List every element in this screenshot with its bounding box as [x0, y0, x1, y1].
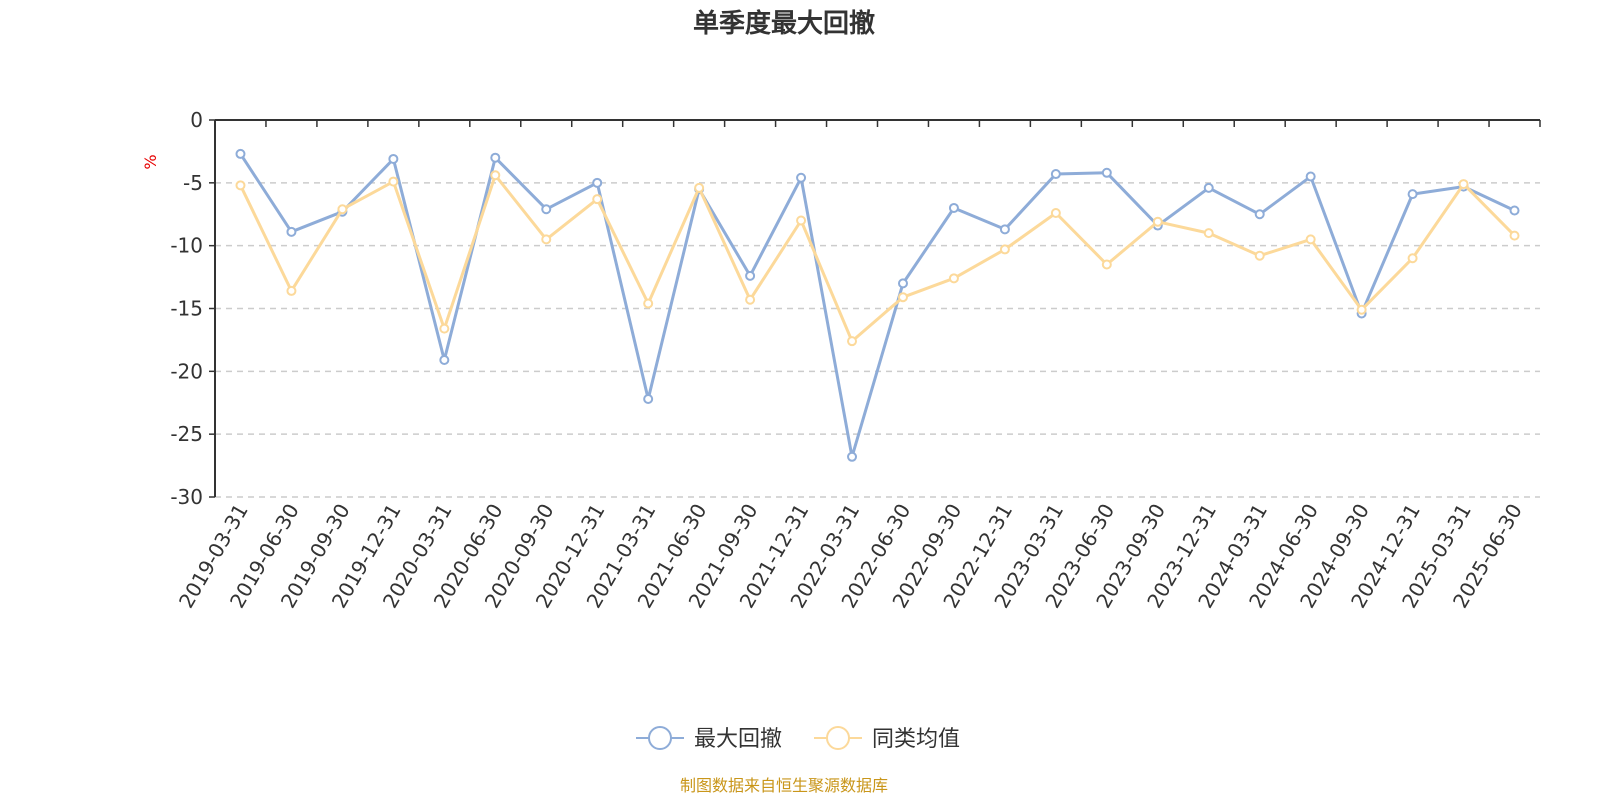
series-1: [235, 148, 1520, 462]
legend[interactable]: 最大回撤 同类均值: [636, 726, 960, 752]
data-point: [286, 226, 297, 237]
legend-marker: [826, 726, 850, 750]
legend-label: 最大回撤: [694, 727, 782, 752]
data-point: [897, 292, 908, 303]
y-tick-label: -5: [183, 171, 203, 195]
data-point: [1356, 304, 1367, 315]
data-point: [1203, 228, 1214, 239]
data-point: [1509, 205, 1520, 216]
data-point: [439, 323, 450, 334]
data-point: [948, 202, 959, 213]
legend-label: 同类均值: [872, 727, 960, 752]
y-axis-unit: %: [141, 154, 160, 169]
data-point: [847, 451, 858, 462]
data-point: [1458, 179, 1469, 190]
data-point: [796, 172, 807, 183]
data-point: [1050, 169, 1061, 180]
x-axis-ticks: 2019-03-312019-06-302019-09-302019-12-31…: [174, 120, 1541, 612]
data-point: [999, 224, 1010, 235]
y-axis-ticks: 0 -5 -10 -15 -20 -25 -30: [170, 108, 215, 509]
data-point: [1152, 216, 1163, 227]
legend-marker: [648, 726, 672, 750]
data-point: [643, 393, 654, 404]
data-point: [286, 285, 297, 296]
data-point: [541, 204, 552, 215]
data-point: [388, 153, 399, 164]
data-point: [388, 176, 399, 187]
y-tick-label: -15: [170, 297, 203, 321]
data-point: [999, 244, 1010, 255]
data-point: [337, 204, 348, 215]
data-point: [235, 148, 246, 159]
data-point: [490, 170, 501, 181]
data-point: [1254, 250, 1265, 261]
data-point: [1407, 253, 1418, 264]
series-lines: [235, 148, 1520, 462]
y-tick-label: -30: [170, 485, 203, 509]
data-point: [1050, 207, 1061, 218]
series-line: [239, 153, 1516, 459]
data-point: [948, 273, 959, 284]
series-line: [239, 173, 1516, 343]
y-tick-label: -10: [170, 234, 203, 258]
y-tick-label: -25: [170, 422, 203, 446]
data-point: [235, 180, 246, 191]
data-point: [897, 278, 908, 289]
legend-item-2[interactable]: 同类均值: [814, 726, 960, 752]
data-point: [847, 336, 858, 347]
data-point: [592, 177, 603, 188]
data-point: [541, 234, 552, 245]
data-point: [1254, 209, 1265, 220]
data-point: [745, 270, 756, 281]
data-point: [1305, 234, 1316, 245]
data-point: [643, 298, 654, 309]
data-point: [490, 152, 501, 163]
data-point: [796, 215, 807, 226]
series-2: [235, 170, 1520, 347]
legend-item-1[interactable]: 最大回撤: [636, 726, 782, 752]
data-point: [592, 194, 603, 205]
data-point: [1203, 182, 1214, 193]
chart-title: 单季度最大回撤: [693, 8, 875, 39]
y-tick-label: 0: [190, 108, 203, 132]
y-tick-label: -20: [170, 359, 203, 383]
data-point: [1101, 167, 1112, 178]
data-point: [439, 355, 450, 366]
data-point: [745, 294, 756, 305]
source-note: 制图数据来自恒生聚源数据库: [680, 776, 888, 795]
data-point: [1509, 230, 1520, 241]
data-point: [1305, 171, 1316, 182]
data-point: [694, 182, 705, 193]
data-point: [1407, 189, 1418, 200]
grid-lines: [215, 182, 1540, 498]
data-point: [1101, 259, 1112, 270]
